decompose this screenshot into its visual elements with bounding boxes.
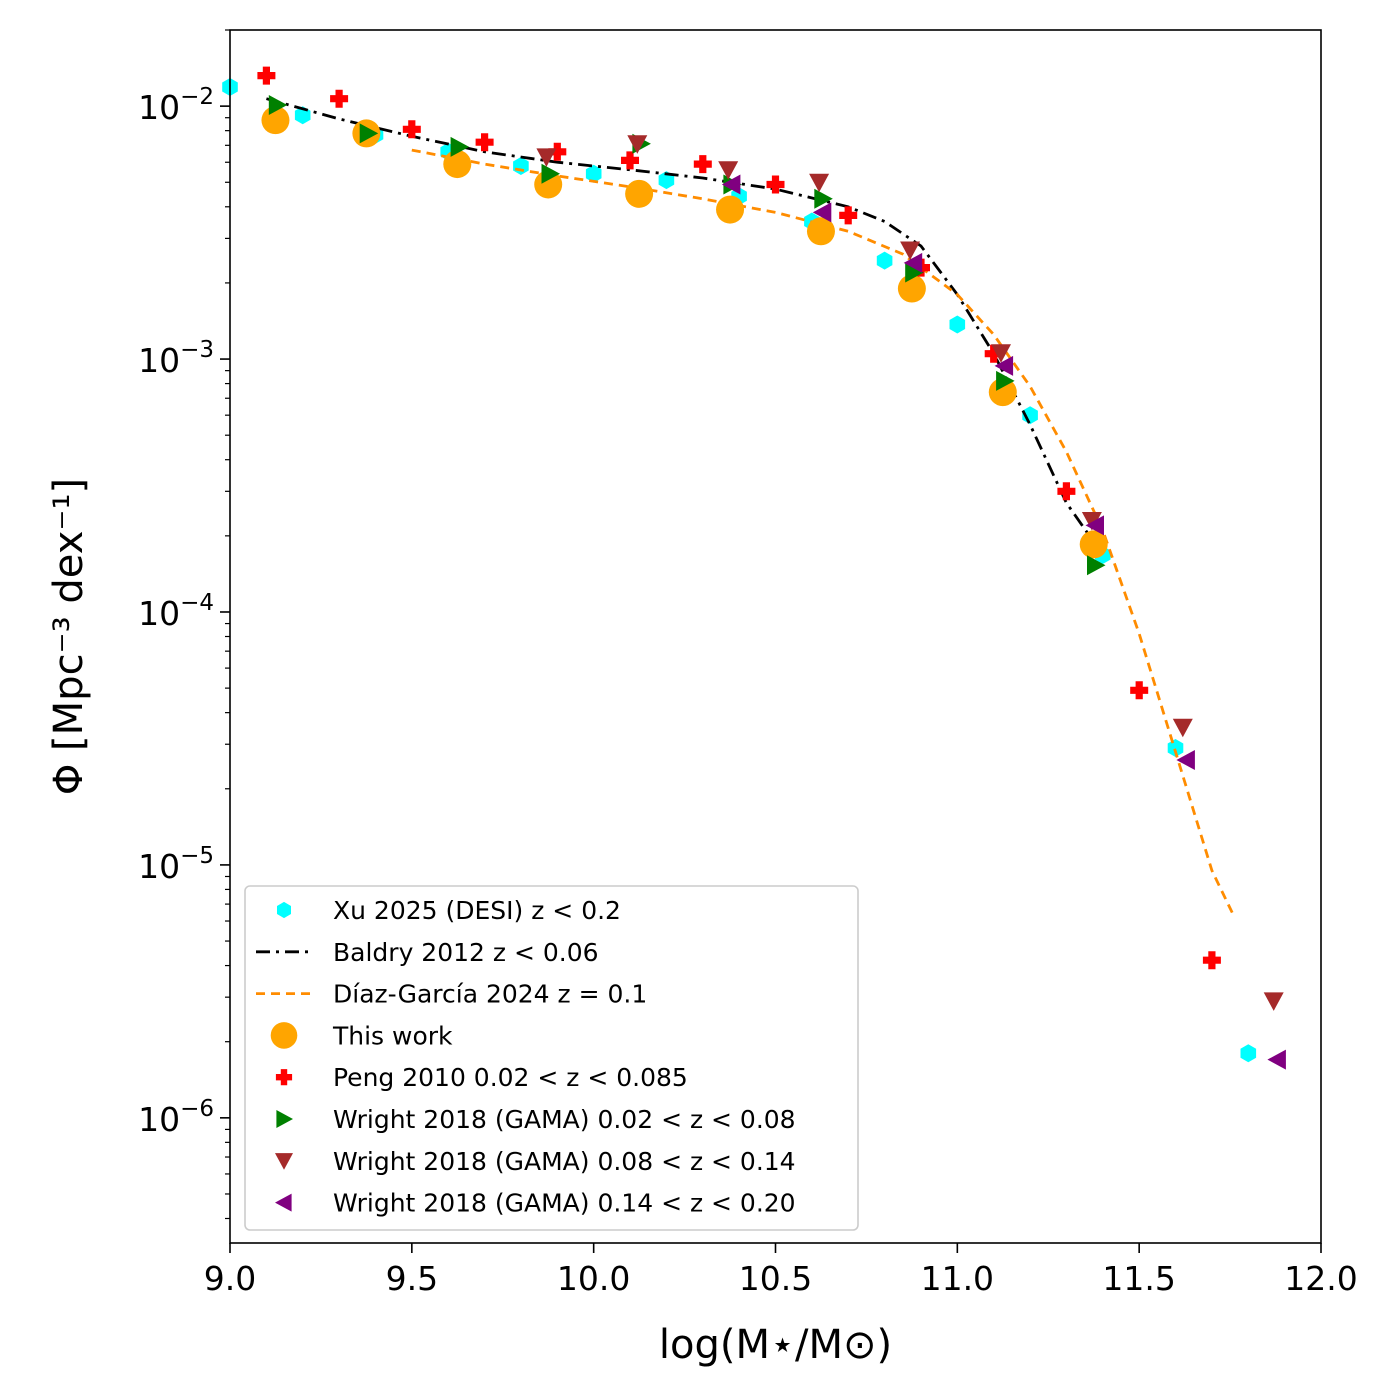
data-point bbox=[627, 135, 648, 154]
data-point bbox=[475, 133, 494, 152]
y-tick-label: 10−6 bbox=[138, 1096, 214, 1139]
x-axis-label: log(M⋆/M⊙) bbox=[659, 1322, 892, 1368]
data-point bbox=[1130, 681, 1149, 700]
data-point bbox=[809, 173, 830, 193]
data-point bbox=[1085, 515, 1104, 536]
data-point bbox=[721, 174, 741, 195]
series-7 bbox=[721, 174, 1286, 1070]
data-point bbox=[1079, 530, 1108, 559]
data-point bbox=[541, 163, 560, 184]
data-point bbox=[1167, 739, 1184, 757]
legend-entry-label: This work bbox=[332, 1021, 453, 1050]
x-tick-label: 11.5 bbox=[1102, 1259, 1175, 1298]
data-point bbox=[876, 251, 893, 270]
data-point bbox=[585, 164, 602, 183]
x-tick-label: 11.0 bbox=[921, 1259, 994, 1298]
legend-swatch bbox=[276, 1110, 293, 1128]
legend-entry-label: Xu 2025 (DESI) z < 0.2 bbox=[333, 896, 621, 925]
data-point bbox=[1240, 1044, 1257, 1063]
data-point bbox=[716, 195, 745, 224]
data-point bbox=[1087, 555, 1106, 576]
data-point bbox=[625, 179, 654, 208]
data-point bbox=[450, 136, 470, 157]
data-point bbox=[1176, 750, 1195, 770]
data-point bbox=[548, 142, 567, 161]
legend-entry-label: Wright 2018 (GAMA) 0.02 < z < 0.08 bbox=[333, 1105, 796, 1134]
data-point bbox=[1081, 512, 1102, 531]
x-axis: 9.0 9.5 10.0 10.5 11.0 11.5 12.0 bbox=[204, 1243, 1358, 1298]
data-point bbox=[257, 66, 276, 85]
y-tick-label: 10−4 bbox=[138, 590, 214, 633]
data-point bbox=[534, 170, 563, 199]
legend-swatch bbox=[277, 901, 291, 919]
legend-entry-label: Wright 2018 (GAMA) 0.08 < z < 0.14 bbox=[333, 1147, 796, 1176]
data-point bbox=[988, 378, 1017, 407]
legend-swatch bbox=[275, 1153, 293, 1170]
y-tick-label: 10−2 bbox=[138, 84, 214, 127]
data-point bbox=[991, 344, 1011, 363]
x-tick-label: 9.5 bbox=[386, 1259, 438, 1298]
legend-entry-label: Baldry 2012 z < 0.06 bbox=[333, 938, 599, 967]
legend-entry-label: Peng 2010 0.02 < z < 0.085 bbox=[333, 1063, 688, 1092]
series-3 bbox=[261, 106, 1108, 559]
data-point bbox=[621, 151, 639, 170]
legend-entry-label: Wright 2018 (GAMA) 0.14 < z < 0.20 bbox=[333, 1189, 796, 1218]
data-point bbox=[1172, 718, 1193, 738]
data-point bbox=[1263, 992, 1284, 1011]
x-tick-label: 10.0 bbox=[557, 1259, 630, 1298]
legend-swatch bbox=[275, 1193, 292, 1212]
data-point bbox=[812, 202, 832, 223]
data-point bbox=[536, 148, 557, 167]
data-point bbox=[806, 217, 835, 246]
data-point bbox=[718, 161, 739, 180]
data-point bbox=[261, 106, 290, 135]
data-point bbox=[984, 344, 1003, 363]
data-point bbox=[359, 123, 379, 144]
data-point bbox=[693, 155, 712, 174]
series-2 bbox=[411, 148, 1235, 917]
data-point bbox=[1202, 951, 1221, 970]
y-axis: 10−2 10−3 10−4 10−5 10−6 bbox=[138, 29, 230, 1220]
data-point bbox=[814, 188, 833, 209]
data-point bbox=[766, 175, 785, 194]
legend-swatch bbox=[270, 1022, 298, 1049]
data-point bbox=[949, 315, 966, 334]
data-point bbox=[900, 241, 921, 260]
data-point bbox=[402, 120, 421, 139]
data-point bbox=[268, 95, 288, 115]
x-tick-label: 9.0 bbox=[204, 1259, 256, 1298]
series-6 bbox=[536, 135, 1284, 1011]
series-line bbox=[411, 148, 1235, 917]
data-point bbox=[839, 206, 858, 225]
y-tick-label: 10−5 bbox=[138, 843, 214, 886]
x-tick-label: 10.5 bbox=[739, 1259, 812, 1298]
x-tick-label: 12.0 bbox=[1284, 1259, 1357, 1298]
y-axis-label: Φ [Mpc⁻³ dex⁻¹] bbox=[46, 478, 92, 795]
legend: Xu 2025 (DESI) z < 0.2 Baldry 2012 z < 0.… bbox=[244, 885, 859, 1231]
legend-box bbox=[244, 885, 859, 1231]
data-point bbox=[1267, 1049, 1286, 1070]
data-point bbox=[897, 274, 926, 303]
data-point bbox=[905, 262, 924, 283]
data-point bbox=[903, 252, 923, 273]
legend-swatch bbox=[275, 1069, 293, 1086]
data-point bbox=[994, 355, 1014, 376]
plot-area bbox=[222, 66, 1286, 1070]
data-point bbox=[330, 89, 349, 108]
legend-entry-label: Díaz-García 2024 z = 0.1 bbox=[333, 980, 647, 1009]
data-point bbox=[1057, 482, 1076, 501]
data-point bbox=[443, 150, 472, 179]
data-point bbox=[996, 370, 1015, 391]
y-tick-label: 10−3 bbox=[138, 337, 214, 380]
